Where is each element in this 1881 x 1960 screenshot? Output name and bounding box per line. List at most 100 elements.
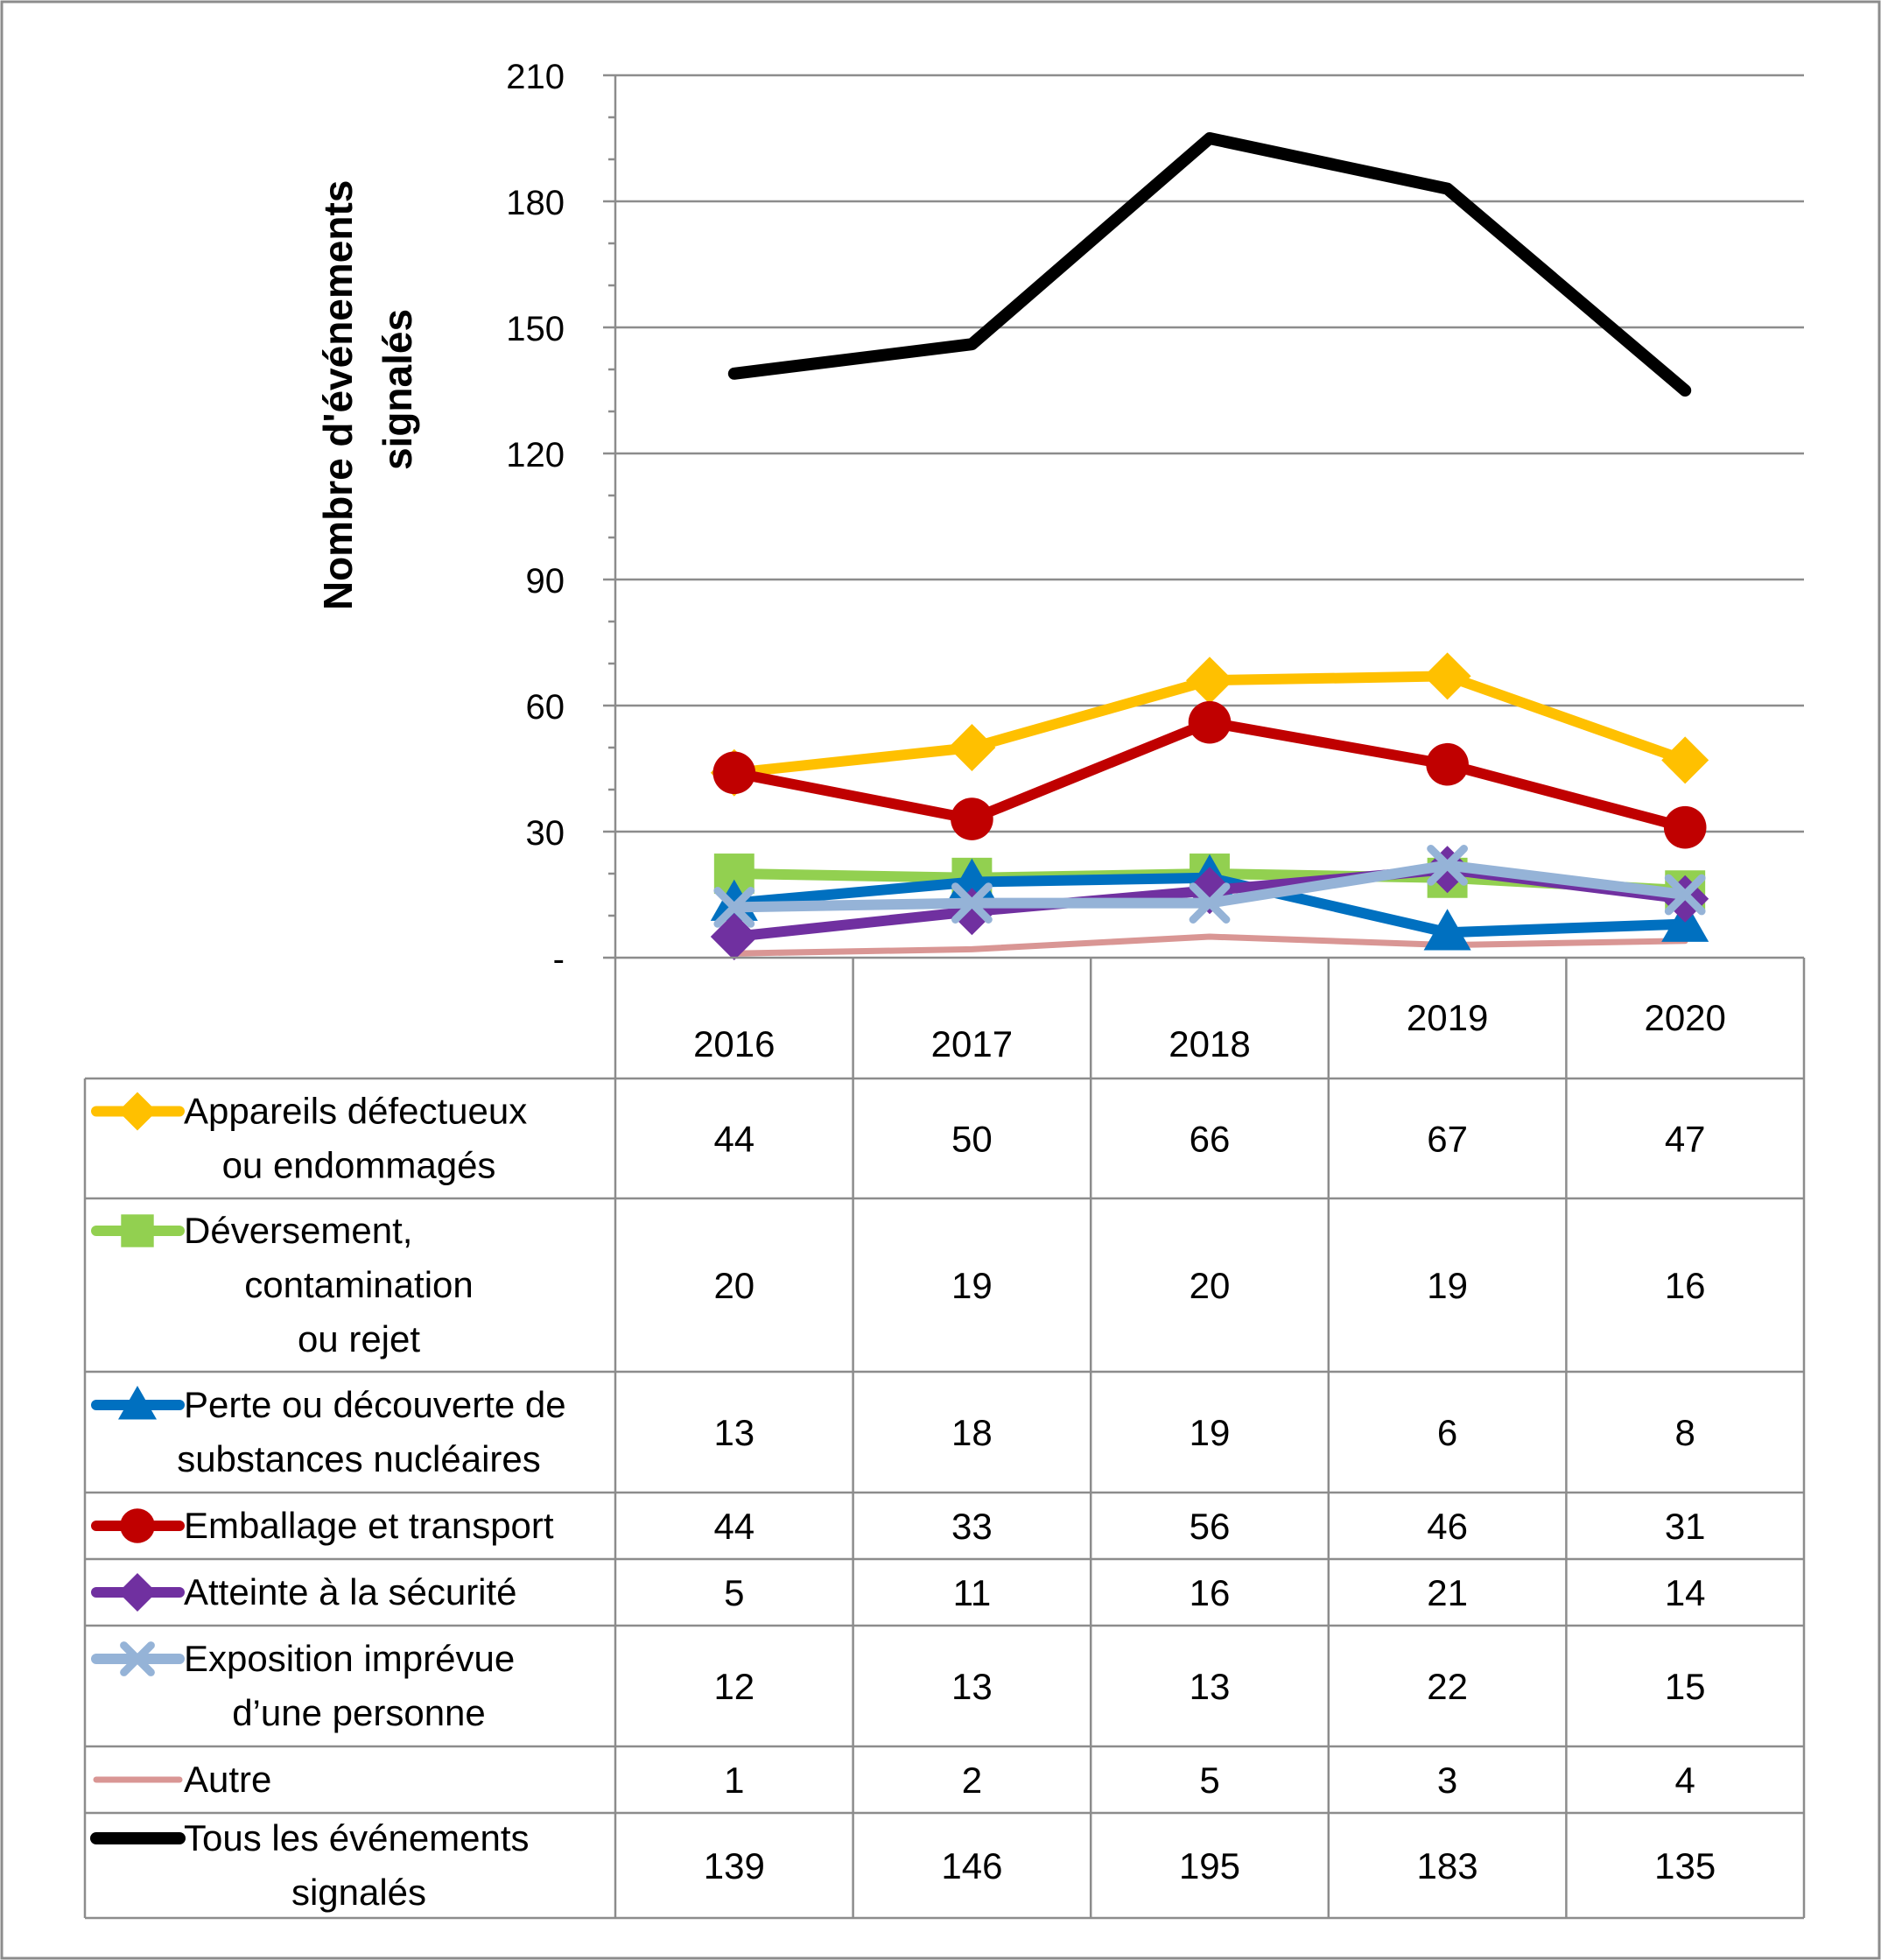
legend-label: contamination bbox=[244, 1264, 474, 1305]
data-point-x bbox=[1427, 845, 1468, 886]
y-tick-label: 150 bbox=[506, 310, 565, 348]
data-point-circle bbox=[712, 751, 756, 795]
table-cell-value: 20 bbox=[713, 1265, 755, 1306]
legend-label: d’une personne bbox=[232, 1692, 486, 1733]
table-cell-value: 33 bbox=[951, 1506, 993, 1547]
axes bbox=[603, 74, 617, 959]
data-point-square bbox=[121, 1214, 154, 1247]
x-tick-label: 2018 bbox=[1169, 1023, 1250, 1064]
data-point-diamond bbox=[710, 913, 758, 960]
table-cell-value: 2 bbox=[962, 1760, 982, 1801]
series-lines bbox=[710, 132, 1709, 960]
y-tick-label: 180 bbox=[506, 184, 565, 222]
legend-label: Déversement, bbox=[184, 1210, 412, 1251]
gridlines bbox=[615, 74, 1804, 833]
table-cell-value: 66 bbox=[1190, 1119, 1231, 1160]
data-point-x-stroke bbox=[951, 882, 993, 924]
table-cell-value: 31 bbox=[1665, 1506, 1706, 1547]
data-point-circle bbox=[1663, 805, 1707, 849]
table-cell-value: 44 bbox=[713, 1119, 755, 1160]
table-cell-value: 139 bbox=[704, 1845, 765, 1886]
data-point-x-stroke bbox=[1664, 874, 1706, 916]
data-point-x bbox=[713, 887, 755, 928]
y-tick-label: - bbox=[553, 940, 565, 979]
series-7 bbox=[727, 132, 1692, 397]
table-cell-value: 46 bbox=[1427, 1506, 1468, 1547]
legend-key bbox=[91, 1641, 185, 1676]
table-cell-value: 18 bbox=[951, 1412, 993, 1453]
data-point-circle bbox=[120, 1508, 155, 1543]
table-cell-value: 146 bbox=[941, 1845, 1002, 1886]
data-point-triangle bbox=[118, 1386, 157, 1420]
table-cell-value: 6 bbox=[1437, 1412, 1457, 1453]
legend-label: substances nucléaires bbox=[177, 1438, 541, 1479]
data-point-diamond bbox=[1186, 657, 1233, 705]
legend-label: ou endommagés bbox=[222, 1145, 496, 1186]
table-cell-value: 15 bbox=[1665, 1666, 1706, 1707]
legend-key bbox=[91, 1214, 185, 1247]
table-cell-value: 16 bbox=[1190, 1572, 1231, 1613]
table-cell-value: 19 bbox=[951, 1265, 993, 1306]
legend-label: signalés bbox=[291, 1872, 426, 1913]
data-point-diamond bbox=[948, 888, 996, 936]
data-point-x-stroke bbox=[1427, 845, 1468, 886]
table-cell-value: 13 bbox=[1190, 1666, 1231, 1707]
table-cell-value: 21 bbox=[1427, 1572, 1468, 1613]
series-6 bbox=[731, 933, 1688, 957]
table-cell-value: 1 bbox=[724, 1760, 744, 1801]
y-tick-label: 30 bbox=[526, 814, 565, 853]
data-point-diamond bbox=[118, 1573, 157, 1612]
y-axis-label-line-1: Nombre d'événements bbox=[315, 180, 361, 611]
legend-label: Atteinte à la sécurité bbox=[184, 1571, 517, 1612]
legend-label: Exposition imprévue bbox=[184, 1638, 515, 1679]
data-point-diamond bbox=[948, 724, 996, 771]
legend-key bbox=[91, 1386, 185, 1420]
data-point-triangle bbox=[1423, 909, 1471, 951]
y-tick-label: 210 bbox=[506, 58, 565, 96]
y-tick-label: 90 bbox=[526, 562, 565, 601]
data-point-circle bbox=[1188, 700, 1232, 744]
table-cell-value: 67 bbox=[1427, 1119, 1468, 1160]
table-cell-value: 5 bbox=[724, 1572, 744, 1613]
legend-label: Emballage et transport bbox=[184, 1505, 554, 1546]
legend-key bbox=[91, 1573, 185, 1612]
table-cell-value: 13 bbox=[951, 1666, 993, 1707]
table-cell-value: 195 bbox=[1179, 1845, 1240, 1886]
data-point-circle bbox=[951, 797, 993, 840]
series-line bbox=[731, 933, 1688, 957]
y-tick-label: 60 bbox=[526, 688, 565, 727]
data-point-diamond bbox=[1661, 736, 1709, 784]
table-cell-value: 3 bbox=[1437, 1760, 1457, 1801]
series-5 bbox=[713, 845, 1706, 928]
table-cell-value: 4 bbox=[1675, 1760, 1695, 1801]
table-cell-value: 8 bbox=[1675, 1412, 1695, 1453]
table-cell-value: 12 bbox=[713, 1666, 755, 1707]
series-0 bbox=[710, 652, 1709, 797]
table-cell-value: 16 bbox=[1665, 1265, 1706, 1306]
data-point-circle bbox=[1426, 742, 1469, 786]
data-point-diamond bbox=[1423, 652, 1471, 700]
table-cell-value: 20 bbox=[1190, 1265, 1231, 1306]
y-axis-label: Nombre d'événements signalés bbox=[315, 169, 420, 610]
table-cell-value: 22 bbox=[1427, 1666, 1468, 1707]
table-cell-value: 5 bbox=[1199, 1760, 1219, 1801]
data-point-x bbox=[120, 1641, 155, 1676]
y-tick-label: 120 bbox=[506, 436, 565, 474]
table-cell-value: 44 bbox=[713, 1506, 755, 1547]
table-cell-value: 47 bbox=[1665, 1119, 1706, 1160]
table-cell-value: 135 bbox=[1654, 1845, 1716, 1886]
legend-label: ou rejet bbox=[298, 1318, 420, 1359]
x-tick-label: 2019 bbox=[1407, 997, 1488, 1038]
series-3 bbox=[712, 700, 1707, 849]
table-cell-value: 19 bbox=[1190, 1412, 1231, 1453]
legend-label: Appareils défectueux bbox=[184, 1091, 527, 1132]
legend-key bbox=[91, 1508, 185, 1543]
data-point-x-stroke bbox=[713, 887, 755, 928]
table-cell-value: 19 bbox=[1427, 1265, 1468, 1306]
data-point-x-stroke bbox=[120, 1641, 155, 1676]
legend-label: Autre bbox=[184, 1759, 271, 1800]
data-point-x-stroke bbox=[1189, 882, 1231, 924]
table-cell-value: 13 bbox=[713, 1412, 755, 1453]
